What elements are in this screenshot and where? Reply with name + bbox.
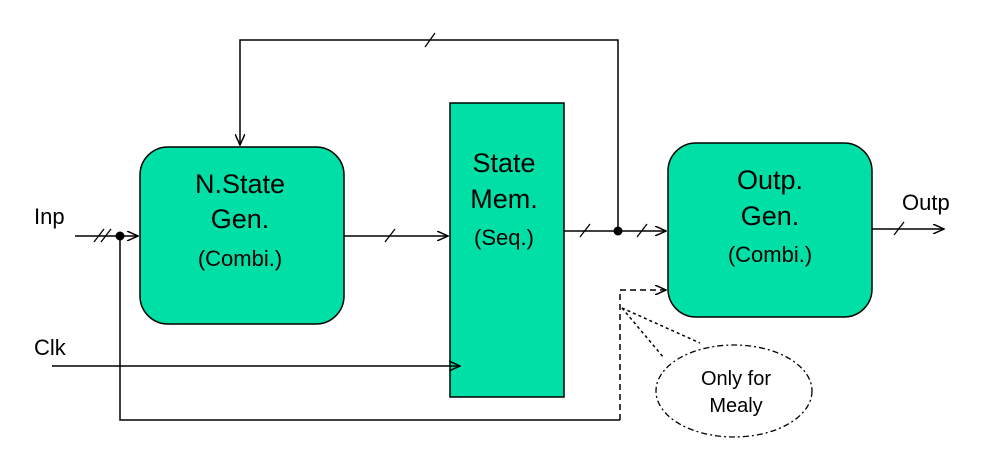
callout-text-1: Only for — [701, 368, 771, 390]
input-bus-slash-2 — [100, 228, 112, 243]
mealy-dashed-wire — [619, 290, 666, 420]
mealy-callout-bubble — [655, 344, 813, 438]
input-bus-slash-1 — [93, 228, 105, 243]
clock-label: Clk — [34, 335, 67, 360]
callout-pointer-1 — [621, 307, 665, 359]
feedback-wire — [240, 39, 619, 231]
next-state-label-2: Gen. — [211, 204, 270, 234]
state-mem-label-3: (Seq.) — [474, 225, 534, 250]
output-gen-label-2: Gen. — [741, 201, 800, 231]
state-mem-label-1: State — [472, 148, 535, 178]
output-gen-label-1: Outp. — [737, 165, 803, 195]
output-label: Outp — [902, 190, 950, 215]
output-gen-label-3: (Combi.) — [728, 242, 812, 267]
output-bus-slash — [893, 221, 905, 236]
input-label: Inp — [34, 204, 65, 229]
feedback-bus-slash — [424, 32, 436, 48]
input-branch-wire — [119, 236, 620, 421]
state-bus-slash-1 — [579, 223, 591, 238]
callout-text-2: Mealy — [709, 395, 762, 417]
state-memory-block — [449, 102, 565, 398]
next-state-label-1: N.State — [195, 169, 285, 199]
next-state-label-3: (Combi.) — [198, 246, 282, 271]
callout-pointer-2 — [621, 307, 701, 344]
output-gen-block — [667, 142, 873, 318]
next-state-bus-slash — [384, 228, 396, 243]
state-bus-slash-2 — [636, 223, 648, 238]
state-mem-label-2: Mem. — [470, 184, 538, 214]
